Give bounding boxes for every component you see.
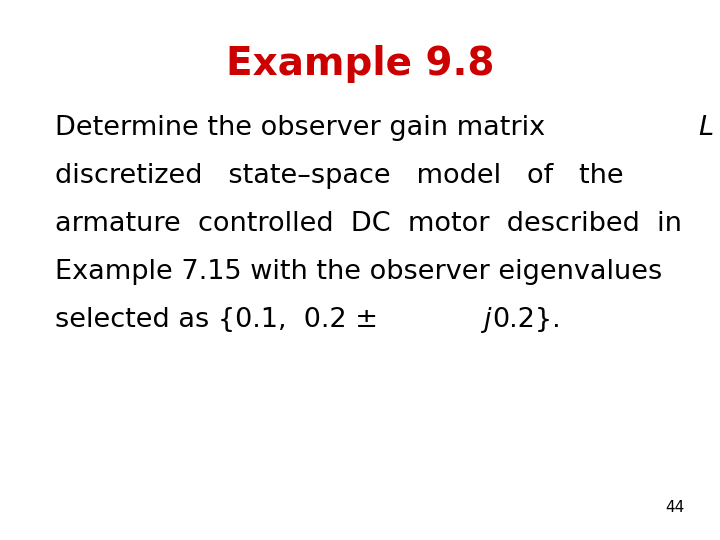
Text: armature  controlled  DC  motor  described  in: armature controlled DC motor described i… — [55, 211, 682, 237]
Text: Example 7.15 with the observer eigenvalues: Example 7.15 with the observer eigenvalu… — [55, 259, 662, 285]
Text: L: L — [698, 115, 714, 141]
Text: 0.2}.: 0.2}. — [492, 307, 561, 333]
Text: selected as {0.1,  0.2 ±: selected as {0.1, 0.2 ± — [55, 307, 387, 333]
Text: discretized   state–space   model   of   the: discretized state–space model of the — [55, 163, 624, 189]
Text: Example 9.8: Example 9.8 — [226, 45, 494, 83]
Text: for the: for the — [718, 115, 720, 141]
Text: 44: 44 — [666, 500, 685, 515]
Text: j: j — [483, 307, 490, 333]
Text: Determine the observer gain matrix: Determine the observer gain matrix — [55, 115, 554, 141]
